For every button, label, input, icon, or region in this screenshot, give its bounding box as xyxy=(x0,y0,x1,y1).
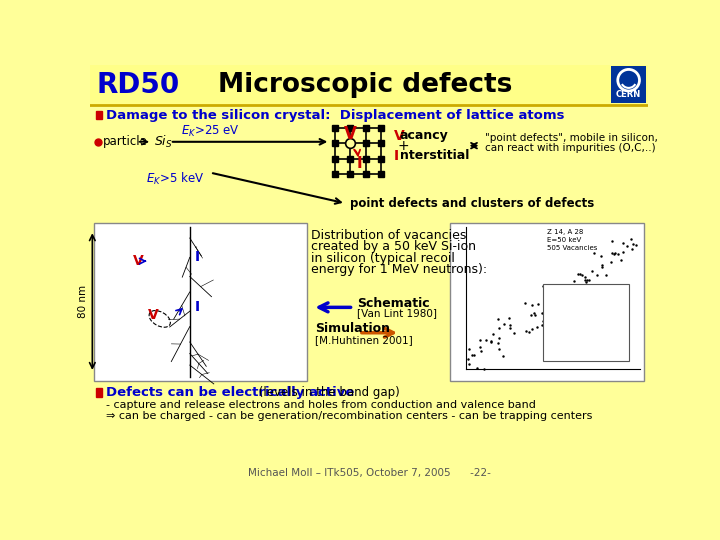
Text: V: V xyxy=(132,254,143,268)
Text: 505 Vacancies: 505 Vacancies xyxy=(547,245,598,251)
Text: "point defects", mobile in silicon,: "point defects", mobile in silicon, xyxy=(485,133,658,143)
Text: I: I xyxy=(194,251,199,264)
Text: E=50 keV: E=50 keV xyxy=(547,237,582,243)
Text: Defects can be electrically active: Defects can be electrically active xyxy=(106,386,354,399)
Text: V: V xyxy=(148,308,159,322)
Text: nterstitial: nterstitial xyxy=(400,149,469,162)
Bar xyxy=(611,66,647,103)
Text: (levels in the band gap): (levels in the band gap) xyxy=(255,386,400,399)
Text: in silicon (typical recoil: in silicon (typical recoil xyxy=(311,252,455,265)
Text: $E_K$>25 eV: $E_K$>25 eV xyxy=(181,124,240,139)
Text: particle: particle xyxy=(102,136,148,148)
Text: $E_K$>5 keV: $E_K$>5 keV xyxy=(146,171,204,187)
Text: Z 14, A 28: Z 14, A 28 xyxy=(547,229,584,235)
Text: +: + xyxy=(397,139,409,153)
Text: point defects and clusters of defects: point defects and clusters of defects xyxy=(350,197,594,210)
Bar xyxy=(544,284,629,361)
Bar xyxy=(451,222,644,381)
Text: Damage to the silicon crystal:  Displacement of lattice atoms: Damage to the silicon crystal: Displacem… xyxy=(106,109,564,122)
Text: Microscopic defects: Microscopic defects xyxy=(218,72,513,98)
Text: I: I xyxy=(394,148,399,163)
Text: energy for 1 MeV neutrons):: energy for 1 MeV neutrons): xyxy=(311,264,487,276)
Text: ⇒ can be charged - can be generation/recombination centers - can be trapping cen: ⇒ can be charged - can be generation/rec… xyxy=(106,411,592,421)
Text: I: I xyxy=(194,300,199,314)
Text: Distribution of vacancies: Distribution of vacancies xyxy=(311,229,467,242)
Text: 80 nm: 80 nm xyxy=(78,285,88,318)
Bar xyxy=(90,65,648,105)
Bar xyxy=(96,388,102,397)
Text: acancy: acancy xyxy=(400,129,449,142)
Text: [M.Huhtinen 2001]: [M.Huhtinen 2001] xyxy=(315,335,413,345)
Bar xyxy=(94,222,307,381)
Text: [Van Lint 1980]: [Van Lint 1980] xyxy=(357,308,437,319)
Text: I: I xyxy=(357,156,362,171)
Text: - capture and release electrons and holes from conduction and valence band: - capture and release electrons and hole… xyxy=(106,400,536,410)
Text: created by a 50 keV Si-ion: created by a 50 keV Si-ion xyxy=(311,240,476,253)
Bar xyxy=(96,111,102,119)
Text: $Si_S$: $Si_S$ xyxy=(154,134,173,150)
Text: Michael Moll – ITk505, October 7, 2005      -22-: Michael Moll – ITk505, October 7, 2005 -… xyxy=(248,468,490,478)
Text: can react with impurities (O,C,..): can react with impurities (O,C,..) xyxy=(485,143,656,153)
Text: V: V xyxy=(344,125,357,143)
Text: RD50: RD50 xyxy=(96,71,179,99)
Text: V: V xyxy=(394,129,405,143)
Text: Simulation: Simulation xyxy=(315,322,390,335)
Text: Schematic: Schematic xyxy=(357,297,430,310)
Text: CERN: CERN xyxy=(616,90,642,99)
